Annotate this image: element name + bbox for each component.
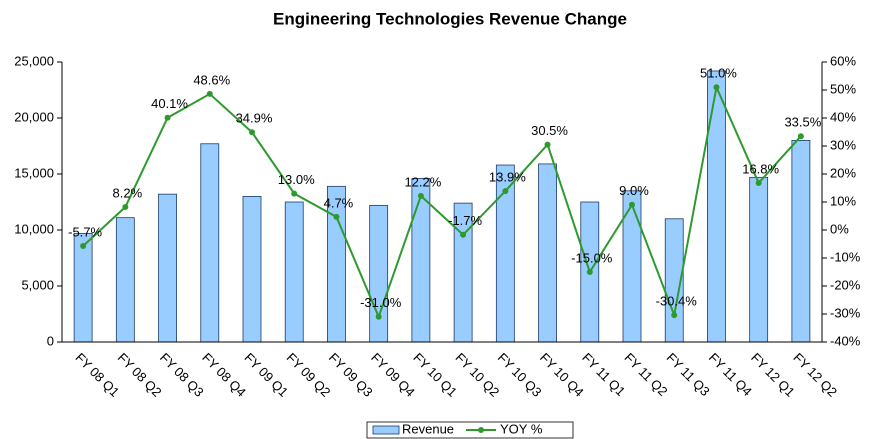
x-tick-label: FY 12 Q1 xyxy=(748,350,798,400)
y2-tick-label: 10% xyxy=(830,193,856,208)
data-label: 9.0% xyxy=(619,183,649,198)
bar xyxy=(284,201,304,343)
chart-title: Engineering Technologies Revenue Change xyxy=(273,9,627,28)
yoy-marker xyxy=(122,204,129,211)
yoy-marker xyxy=(206,90,213,97)
yoy-marker xyxy=(502,188,509,195)
x-tick-label: FY 09 Q2 xyxy=(284,350,334,400)
yoy-marker xyxy=(460,231,467,238)
data-label: 48.6% xyxy=(193,72,230,87)
x-tick-label: FY 10 Q2 xyxy=(453,350,503,400)
y-tick-label: 20,000 xyxy=(14,109,54,124)
bar xyxy=(200,143,220,343)
yoy-marker xyxy=(713,84,720,91)
x-tick-label: FY 10 Q1 xyxy=(410,350,460,400)
yoy-marker xyxy=(375,313,382,320)
bar xyxy=(369,204,389,343)
yoy-marker xyxy=(164,114,171,121)
x-tick-label: FY 08 Q4 xyxy=(199,350,249,400)
y2-tick-label: -30% xyxy=(830,305,861,320)
legend-label: Revenue xyxy=(402,421,454,436)
x-tick-label: FY 08 Q2 xyxy=(115,350,165,400)
data-label: 40.1% xyxy=(151,96,188,111)
data-label: 16.8% xyxy=(742,161,779,176)
y-tick-label: 5,000 xyxy=(21,277,54,292)
x-tick-label: FY 11 Q3 xyxy=(664,350,713,399)
yoy-marker xyxy=(333,213,340,220)
bar xyxy=(538,163,557,343)
x-tick-label: FY 12 Q2 xyxy=(790,350,840,400)
yoy-marker xyxy=(249,129,255,136)
yoy-marker xyxy=(671,312,678,319)
yoy-marker xyxy=(417,192,424,199)
y2-tick-label: 50% xyxy=(830,81,856,96)
x-tick-label: FY 11 Q4 xyxy=(706,350,755,399)
data-label: 12.2% xyxy=(404,174,441,189)
data-label: -15.0% xyxy=(571,250,613,265)
legend: Revenue YOY % xyxy=(366,421,574,439)
legend-swatch xyxy=(372,425,400,435)
bar xyxy=(158,193,177,343)
data-label: -5.7% xyxy=(68,224,102,239)
yoy-marker xyxy=(586,269,593,275)
data-label: 13.0% xyxy=(278,172,315,187)
yoy-line xyxy=(82,83,802,320)
x-tick-label: FY 08 Q1 xyxy=(73,350,123,400)
data-label: 4.7% xyxy=(324,195,354,210)
x-tick-label: FY 10 Q4 xyxy=(537,350,587,400)
data-label: 30.5% xyxy=(531,123,568,138)
y2-tick-label: -20% xyxy=(830,277,861,292)
y2-tick-label: -10% xyxy=(830,249,861,264)
data-label: 51.0% xyxy=(700,66,737,81)
y-tick-label: 15,000 xyxy=(14,165,54,180)
data-label: 33.5% xyxy=(784,115,821,130)
legend-marker xyxy=(478,427,484,433)
y-tick-label: 0 xyxy=(47,333,54,348)
legend-label: YOY % xyxy=(500,421,543,436)
bar xyxy=(749,176,769,343)
bar xyxy=(242,195,262,343)
yoy-marker xyxy=(797,133,804,140)
y2-tick-label: 0% xyxy=(830,221,849,236)
y2-tick-label: -40% xyxy=(830,333,861,348)
yoy-marker xyxy=(755,179,762,186)
x-tick-label: FY 11 Q2 xyxy=(621,350,670,399)
x-tick-label: FY 08 Q3 xyxy=(157,350,207,400)
x-tick-label: FY 09 Q1 xyxy=(241,350,291,400)
y2-tick-label: 40% xyxy=(830,109,856,124)
x-tick-label: FY 11 Q1 xyxy=(579,350,628,399)
x-tick-label: FY 09 Q3 xyxy=(326,350,376,400)
y2-tick-label: 30% xyxy=(830,137,856,152)
y-tick-label: 25,000 xyxy=(14,53,54,68)
y-tick-label: 10,000 xyxy=(14,221,54,236)
data-label: -1.7% xyxy=(448,213,482,228)
bar xyxy=(73,232,93,343)
data-label: 34.9% xyxy=(236,111,273,126)
y2-tick-label: 20% xyxy=(830,165,856,180)
x-tick-label: FY 09 Q4 xyxy=(368,350,418,400)
data-label: -30.4% xyxy=(656,294,698,309)
bar xyxy=(707,70,726,343)
data-label: 8.2% xyxy=(113,185,143,200)
yoy-marker xyxy=(80,242,87,249)
yoy-marker xyxy=(629,201,635,208)
x-tick-label: FY 10 Q3 xyxy=(495,350,545,400)
yoy-marker xyxy=(291,190,298,197)
bar xyxy=(791,139,811,343)
data-label: 13.9% xyxy=(489,170,526,185)
bar xyxy=(411,178,431,343)
y2-tick-label: 60% xyxy=(830,53,856,68)
bar xyxy=(115,217,135,343)
data-label: -31.0% xyxy=(360,295,402,310)
yoy-marker xyxy=(544,141,551,148)
